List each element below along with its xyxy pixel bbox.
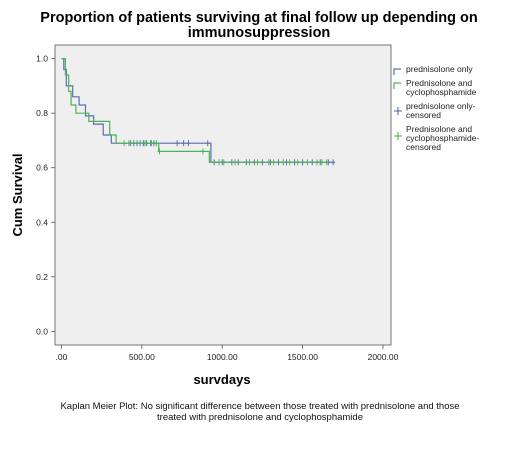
legend-label: prednisolone only	[406, 64, 473, 74]
x-axis-label: survdays	[193, 372, 250, 387]
censored-mark-series-1	[175, 140, 180, 147]
censored-mark-series-2	[247, 159, 252, 166]
caption-line-1: Kaplan Meier Plot: No significant differ…	[60, 401, 459, 412]
x-tick-label: 1500.00	[287, 352, 318, 362]
y-tick-label: 0.8	[36, 108, 48, 118]
censored-mark-series-2	[305, 159, 310, 166]
legend-label: censored	[406, 142, 441, 152]
legend-entry-3: prednisolone only-censored	[394, 101, 476, 120]
censored-mark-series-2	[281, 159, 286, 166]
censored-mark-series-2	[324, 159, 329, 166]
survival-curve-series-1	[61, 58, 335, 163]
censored-mark-series-2	[143, 140, 148, 147]
legend-label: censored	[406, 110, 441, 120]
caption-line-2: treated with prednisolone and cyclophosp…	[157, 412, 363, 423]
censored-mark-series-2	[200, 148, 205, 155]
censored-mark-series-2	[295, 159, 300, 166]
censored-mark-series-2	[122, 140, 127, 147]
censored-mark-series-2	[157, 148, 162, 155]
censored-mark-series-2	[149, 140, 154, 147]
chart-title-line-2: immunosuppression	[188, 25, 331, 41]
censored-mark-series-2	[271, 159, 276, 166]
legend-label: Prednisolone and	[406, 124, 472, 134]
censored-mark-series-2	[266, 159, 271, 166]
censored-mark-series-2	[221, 159, 226, 166]
survival-curve-series-2	[61, 58, 329, 163]
censored-mark-series-2	[216, 159, 221, 166]
censored-mark-series-1	[181, 140, 186, 147]
censored-mark-series-2	[126, 140, 131, 147]
censored-mark-series-1	[331, 159, 336, 166]
legend-entry-1: prednisolone only	[393, 64, 473, 75]
x-tick-label: 500.00	[129, 352, 155, 362]
legend-label: cyclophosphamide-	[406, 133, 479, 143]
series-layer	[61, 58, 336, 166]
censored-mark-series-2	[319, 159, 324, 166]
legend-label: Prednisolone and	[406, 78, 472, 88]
x-tick-label: 1000.00	[207, 352, 238, 362]
censored-mark-series-2	[255, 159, 260, 166]
censored-mark-series-2	[287, 159, 292, 166]
censored-mark-series-2	[154, 140, 159, 147]
legend-swatch	[393, 68, 401, 75]
legend-label: cyclophosphamide	[406, 87, 477, 97]
legend-entry-4: Prednisolone andcyclophosphamide-censore…	[394, 124, 479, 152]
chart-title-line-1: Proportion of patients surviving at fina…	[40, 10, 477, 26]
censored-mark-series-1	[205, 140, 210, 147]
y-tick-label: 0.4	[36, 217, 48, 227]
caption: Kaplan Meier Plot: No significant differ…	[60, 401, 459, 423]
x-tick-label: 2000.00	[368, 352, 399, 362]
axis-ticks: .00 500.00 1000.00 1500.00 2000.00 0.0 0.2 0.4 0…	[36, 54, 398, 362]
censored-mark-series-1	[186, 140, 191, 147]
plot-area	[54, 44, 392, 346]
censored-mark-series-2	[233, 159, 238, 166]
y-tick-label: 0.2	[36, 272, 48, 282]
legend-label: prednisolone only-	[406, 101, 476, 111]
y-axis-label: Cum Survival	[10, 153, 25, 236]
y-tick-label: 0.6	[36, 163, 48, 173]
legend-swatch	[393, 82, 401, 89]
x-tick-label: .00	[56, 352, 68, 362]
censored-mark-series-2	[315, 159, 320, 166]
y-tick-label: 1.0	[36, 54, 48, 64]
y-tick-label: 0.0	[36, 326, 48, 336]
